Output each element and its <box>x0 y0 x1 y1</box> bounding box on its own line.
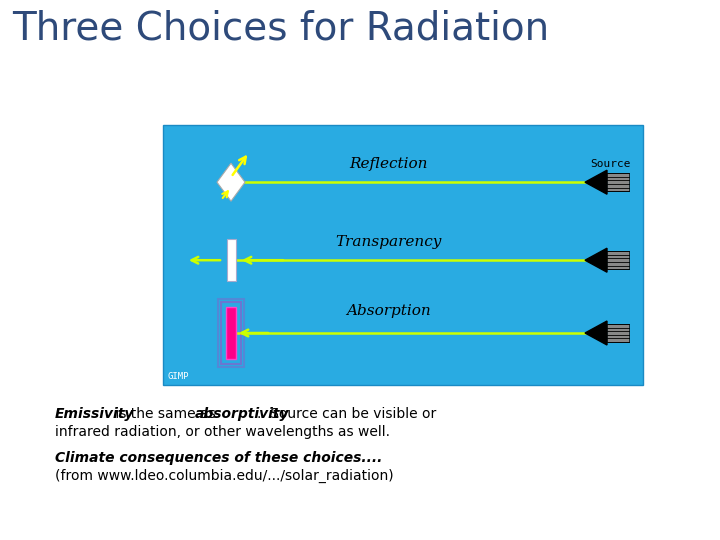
Text: Emissivity: Emissivity <box>55 407 135 421</box>
Polygon shape <box>585 321 607 345</box>
Text: Climate consequences of these choices....: Climate consequences of these choices...… <box>55 451 382 465</box>
Bar <box>227 239 235 281</box>
Text: is the same as: is the same as <box>111 407 220 421</box>
Bar <box>607 324 629 342</box>
Bar <box>226 307 236 359</box>
Bar <box>218 299 244 367</box>
Bar <box>221 302 241 364</box>
Text: Transparency: Transparency <box>336 235 442 249</box>
Polygon shape <box>217 163 245 201</box>
Text: infrared radiation, or other wavelengths as well.: infrared radiation, or other wavelengths… <box>55 425 390 439</box>
Text: absorptivity: absorptivity <box>195 407 289 421</box>
Text: Source: Source <box>590 159 631 169</box>
Text: (from www.ldeo.columbia.edu/.../solar_radiation): (from www.ldeo.columbia.edu/.../solar_ra… <box>55 469 394 483</box>
Text: Three Choices for Radiation: Three Choices for Radiation <box>12 10 549 48</box>
Text: Reflection: Reflection <box>349 157 428 171</box>
Bar <box>163 125 643 385</box>
Text: GIMP: GIMP <box>167 372 189 381</box>
Bar <box>607 173 629 191</box>
Text: .  Source can be visible or: . Source can be visible or <box>257 407 436 421</box>
Bar <box>607 251 629 269</box>
Polygon shape <box>585 170 607 194</box>
Polygon shape <box>585 248 607 272</box>
Text: Absorption: Absorption <box>346 304 431 318</box>
